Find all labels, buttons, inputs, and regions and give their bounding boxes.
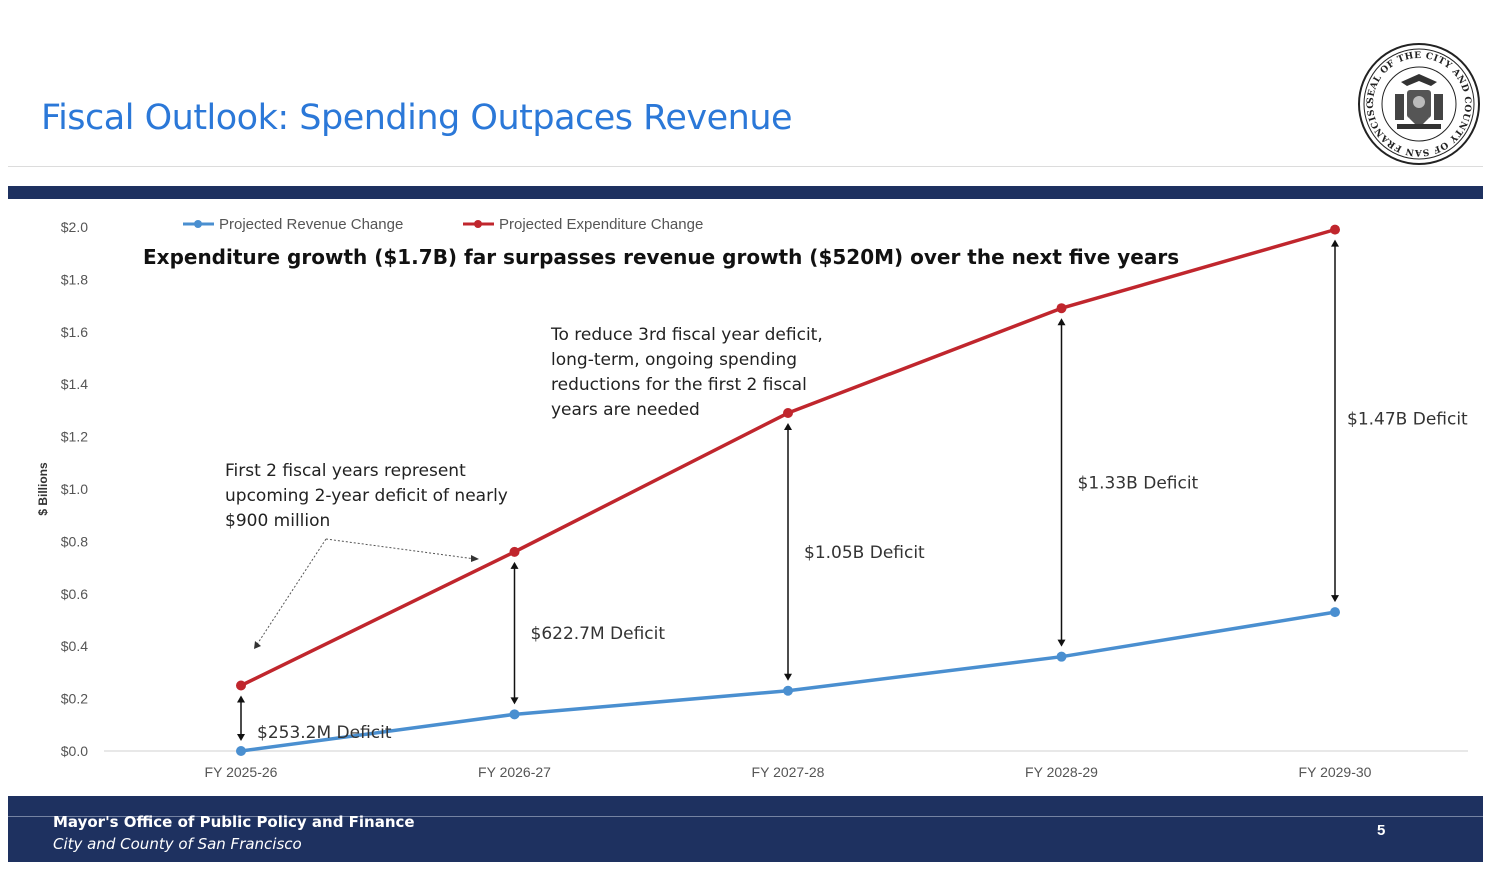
y-tick-label: $0.2 bbox=[61, 691, 88, 707]
arrow-down-icon bbox=[1331, 595, 1339, 603]
expenditure-point bbox=[1056, 303, 1067, 314]
y-tick-label: $1.2 bbox=[61, 429, 88, 445]
arrow-down-icon bbox=[784, 673, 792, 681]
y-tick-label: $1.0 bbox=[61, 481, 88, 497]
y-tick-label: $2.0 bbox=[61, 219, 88, 235]
expenditure-point bbox=[1330, 224, 1340, 235]
deficit-label: $253.2M Deficit bbox=[257, 723, 392, 743]
footer-band: Mayor's Office of Public Policy and Fina… bbox=[8, 796, 1483, 862]
city-seal-logo: SEAL OF THE CITY AND COUNTY OF SAN FRANC… bbox=[1353, 35, 1481, 166]
arrow-down-icon bbox=[1057, 639, 1066, 647]
chart-legend: Projected Revenue Change Projected Expen… bbox=[183, 216, 703, 233]
deficit-label: $622.7M Deficit bbox=[531, 624, 666, 644]
y-tick-label: $0.6 bbox=[61, 586, 88, 602]
revenue-point bbox=[236, 746, 246, 756]
arrow-down-icon bbox=[510, 697, 519, 705]
deficit-label: $1.47B Deficit bbox=[1347, 409, 1468, 429]
deficit-marker: $1.33B Deficit bbox=[1057, 318, 1199, 647]
y-tick-label: $0.8 bbox=[61, 533, 88, 549]
legend-revenue: Projected Revenue Change bbox=[219, 216, 403, 233]
annotation-line: To reduce 3rd fiscal year deficit, bbox=[550, 325, 823, 345]
annotation-pointers bbox=[254, 538, 479, 649]
header-band bbox=[8, 186, 1483, 199]
expenditure-point bbox=[236, 680, 246, 691]
deficit-marker: $1.05B Deficit bbox=[784, 423, 925, 681]
footer-org: Mayor's Office of Public Policy and Fina… bbox=[53, 813, 415, 831]
y-tick-label: $0.0 bbox=[61, 743, 88, 759]
arrow-up-icon bbox=[1331, 239, 1339, 247]
annotation-line: upcoming 2-year deficit of nearly bbox=[225, 486, 508, 506]
arrow-up-icon bbox=[1057, 318, 1066, 326]
seal-icon: SEAL OF THE CITY AND COUNTY OF SAN FRANC… bbox=[1353, 35, 1480, 165]
expenditure-point bbox=[783, 408, 793, 419]
slide-title: Fiscal Outlook: Spending Outpaces Revenu… bbox=[41, 98, 793, 138]
annotation-line: long-term, ongoing spending bbox=[551, 350, 797, 370]
x-tick-label: FY 2027-28 bbox=[752, 764, 825, 780]
annotation-line: reductions for the first 2 fiscal bbox=[551, 375, 807, 395]
annotation-line: years are needed bbox=[551, 400, 700, 420]
annotation-line: $900 million bbox=[225, 511, 330, 531]
annotation-third-year: To reduce 3rd fiscal year deficit, long-… bbox=[550, 325, 823, 420]
arrow-up-icon bbox=[510, 561, 519, 569]
arrow-down-icon bbox=[237, 734, 245, 741]
revenue-point bbox=[1056, 651, 1067, 662]
revenue-point bbox=[509, 709, 520, 720]
deficit-label: $1.05B Deficit bbox=[804, 543, 925, 563]
annotation-first-two-years: First 2 fiscal years represent upcoming … bbox=[225, 461, 508, 531]
y-tick-label: $0.4 bbox=[61, 638, 88, 654]
y-tick-label: $1.8 bbox=[61, 271, 88, 287]
chart-headline: Expenditure growth ($1.7B) far surpasses… bbox=[143, 245, 1179, 269]
arrow-up-icon bbox=[237, 695, 245, 703]
revenue-point bbox=[1330, 607, 1340, 618]
x-tick-label: FY 2025-26 bbox=[205, 764, 278, 780]
page-number: 5 bbox=[1377, 822, 1386, 839]
expenditure-point bbox=[509, 546, 520, 557]
revenue-point bbox=[783, 685, 793, 696]
fiscal-line-chart: $0.0 $0.2 $0.4 $0.6 $0.8 $1.0 $1.2 $1.4 $1.6 $1.8… bbox=[36, 216, 1468, 780]
deficit-marker: $622.7M Deficit bbox=[510, 561, 666, 705]
deficit-marker: $1.47B Deficit bbox=[1331, 239, 1468, 603]
x-tick-label: FY 2029-30 bbox=[1299, 764, 1372, 780]
x-tick-label: FY 2028-29 bbox=[1025, 764, 1098, 780]
title-divider bbox=[8, 166, 1483, 167]
footer-subtitle: City and County of San Francisco bbox=[53, 835, 302, 853]
y-tick-label: $1.4 bbox=[61, 376, 88, 392]
deficit-label: $1.33B Deficit bbox=[1078, 473, 1199, 493]
arrow-up-icon bbox=[784, 423, 792, 431]
legend-expenditure: Projected Expenditure Change bbox=[499, 216, 703, 233]
x-tick-label: FY 2026-27 bbox=[478, 764, 551, 780]
y-tick-label: $1.6 bbox=[61, 324, 88, 340]
footer-divider bbox=[8, 816, 1483, 817]
deficit-marker: $253.2M Deficit bbox=[237, 695, 392, 743]
annotation-line: First 2 fiscal years represent bbox=[225, 461, 466, 481]
y-axis-label: $ Billions bbox=[36, 462, 50, 516]
